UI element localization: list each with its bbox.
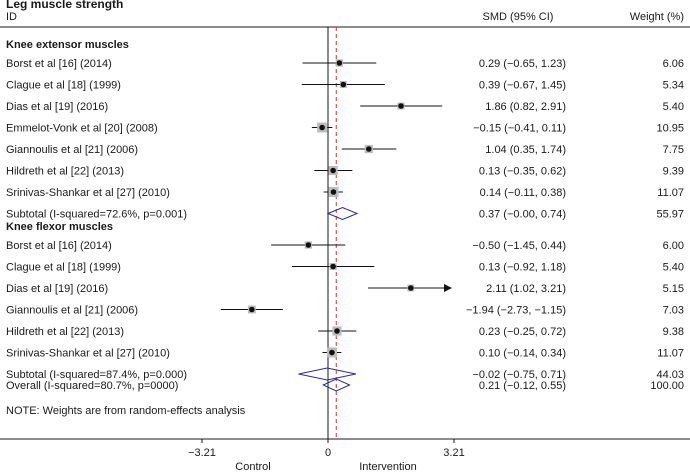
point-estimate bbox=[398, 103, 404, 109]
study-weight: 9.39 bbox=[663, 166, 684, 178]
overall-smd-ci: 0.21 (−0.12, 0.55) bbox=[479, 380, 566, 392]
forest-rows: Knee extensor muscles Borst et al [16] (2… bbox=[6, 39, 684, 417]
study-smd-ci: −0.15 (−0.41, 0.11) bbox=[473, 123, 566, 135]
study-smd-ci: 0.10 (−0.14, 0.34) bbox=[479, 348, 566, 360]
study-weight: 7.03 bbox=[663, 305, 684, 317]
study-weight: 5.40 bbox=[663, 101, 684, 113]
study-label: Hildreth et al [22] (2013) bbox=[6, 166, 124, 178]
study-label: Clague et al [18] (1999) bbox=[6, 80, 121, 92]
study-label: Dias et al [19] (2016) bbox=[6, 101, 108, 113]
study-weight: 6.00 bbox=[663, 240, 684, 252]
group-heading: Knee flexor muscles bbox=[6, 221, 113, 233]
study-label: Giannoulis et al [21] (2006) bbox=[6, 144, 138, 156]
x-tick-label: 3.21 bbox=[443, 447, 464, 459]
x-tick-label: −3.21 bbox=[188, 447, 216, 459]
id-column-header: ID bbox=[6, 11, 17, 23]
group-heading: Knee extensor muscles bbox=[6, 39, 129, 51]
point-estimate bbox=[408, 285, 414, 291]
study-label: Clague et al [18] (1999) bbox=[6, 262, 121, 274]
study-smd-ci: 0.23 (−0.25, 0.72) bbox=[479, 326, 566, 338]
point-estimate bbox=[336, 60, 343, 66]
study-smd-ci: −1.94 (−2.73, −1.15) bbox=[466, 305, 566, 317]
subtotal-diamond bbox=[298, 367, 356, 381]
study-weight: 10.95 bbox=[656, 123, 684, 135]
point-estimate bbox=[334, 328, 340, 334]
point-estimate bbox=[340, 81, 347, 88]
point-estimate bbox=[330, 263, 336, 270]
study-weight: 6.06 bbox=[663, 58, 684, 70]
chart-title: Leg muscle strength bbox=[6, 0, 123, 11]
study-label: Srinivas-Shankar et al [27] (2010) bbox=[6, 348, 170, 360]
study-smd-ci: 0.13 (−0.92, 1.18) bbox=[479, 262, 566, 274]
study-smd-ci: 1.86 (0.82, 2.91) bbox=[485, 101, 566, 113]
point-estimate bbox=[319, 124, 325, 131]
ci-arrow bbox=[444, 284, 452, 292]
study-weight: 5.15 bbox=[663, 283, 684, 295]
study-weight: 11.07 bbox=[657, 348, 684, 360]
study-smd-ci: 0.14 (−0.11, 0.38) bbox=[480, 187, 566, 199]
study-label: Hildreth et al [22] (2013) bbox=[6, 326, 124, 338]
point-estimate bbox=[249, 306, 255, 313]
study-smd-ci: 0.39 (−0.67, 1.45) bbox=[479, 80, 566, 92]
study-label: Emmelot-Vonk et al [20] (2008) bbox=[6, 123, 158, 135]
intervention-label: Intervention bbox=[359, 461, 416, 473]
subtotal-label: Subtotal (I-squared=72.6%, p=0.001) bbox=[6, 209, 187, 221]
subtotal-weight: 55.97 bbox=[656, 209, 684, 221]
smd-column-header: SMD (95% CI) bbox=[483, 11, 554, 23]
point-estimate bbox=[329, 349, 335, 356]
study-smd-ci: −0.50 (−1.45, 0.44) bbox=[472, 240, 566, 252]
study-weight: 7.75 bbox=[663, 144, 684, 156]
weights-note: NOTE: Weights are from random-effects an… bbox=[6, 405, 246, 417]
point-estimate bbox=[330, 189, 337, 195]
overall-label: Overall (I-squared=80.7%, p=0000) bbox=[6, 380, 178, 392]
study-label: Giannoulis et al [21] (2006) bbox=[6, 305, 138, 317]
x-axis-ticks: −3.21 0 3.21 bbox=[188, 439, 465, 459]
study-label: Borst et al [16] (2014) bbox=[6, 240, 112, 252]
weight-column-header: Weight (%) bbox=[630, 11, 684, 23]
control-label: Control bbox=[235, 461, 270, 473]
study-smd-ci: 0.13 (−0.35, 0.62) bbox=[479, 166, 566, 178]
point-estimate bbox=[366, 146, 372, 152]
subtotal-weight: 44.03 bbox=[656, 369, 684, 381]
study-label: Dias et al [19] (2016) bbox=[6, 283, 108, 295]
point-estimate bbox=[330, 167, 336, 174]
study-label: Borst et al [16] (2014) bbox=[6, 58, 112, 70]
subtotal-smd-ci: −0.02 (−0.75, 0.71) bbox=[472, 369, 566, 381]
subtotal-label: Subtotal (I-squared=87.4%, p=0.000) bbox=[6, 369, 187, 381]
overall-weight: 100.00 bbox=[650, 380, 684, 392]
study-label: Srinivas-Shankar et al [27] (2010) bbox=[6, 187, 170, 199]
study-smd-ci: 0.29 (−0.65, 1.23) bbox=[479, 58, 566, 70]
overall-diamond bbox=[322, 378, 351, 392]
study-smd-ci: 1.04 (0.35, 1.74) bbox=[485, 144, 566, 156]
subtotal-smd-ci: 0.37 (−0.00, 0.74) bbox=[479, 209, 566, 221]
study-weight: 11.07 bbox=[657, 187, 684, 199]
study-weight: 9.38 bbox=[663, 326, 684, 338]
study-smd-ci: 2.11 (1.02, 3.21) bbox=[486, 283, 566, 295]
x-tick-label: 0 bbox=[325, 447, 331, 459]
point-estimate bbox=[305, 242, 312, 248]
subtotal-diamond bbox=[326, 206, 359, 221]
study-weight: 5.34 bbox=[663, 80, 684, 92]
study-weight: 5.40 bbox=[663, 262, 684, 274]
